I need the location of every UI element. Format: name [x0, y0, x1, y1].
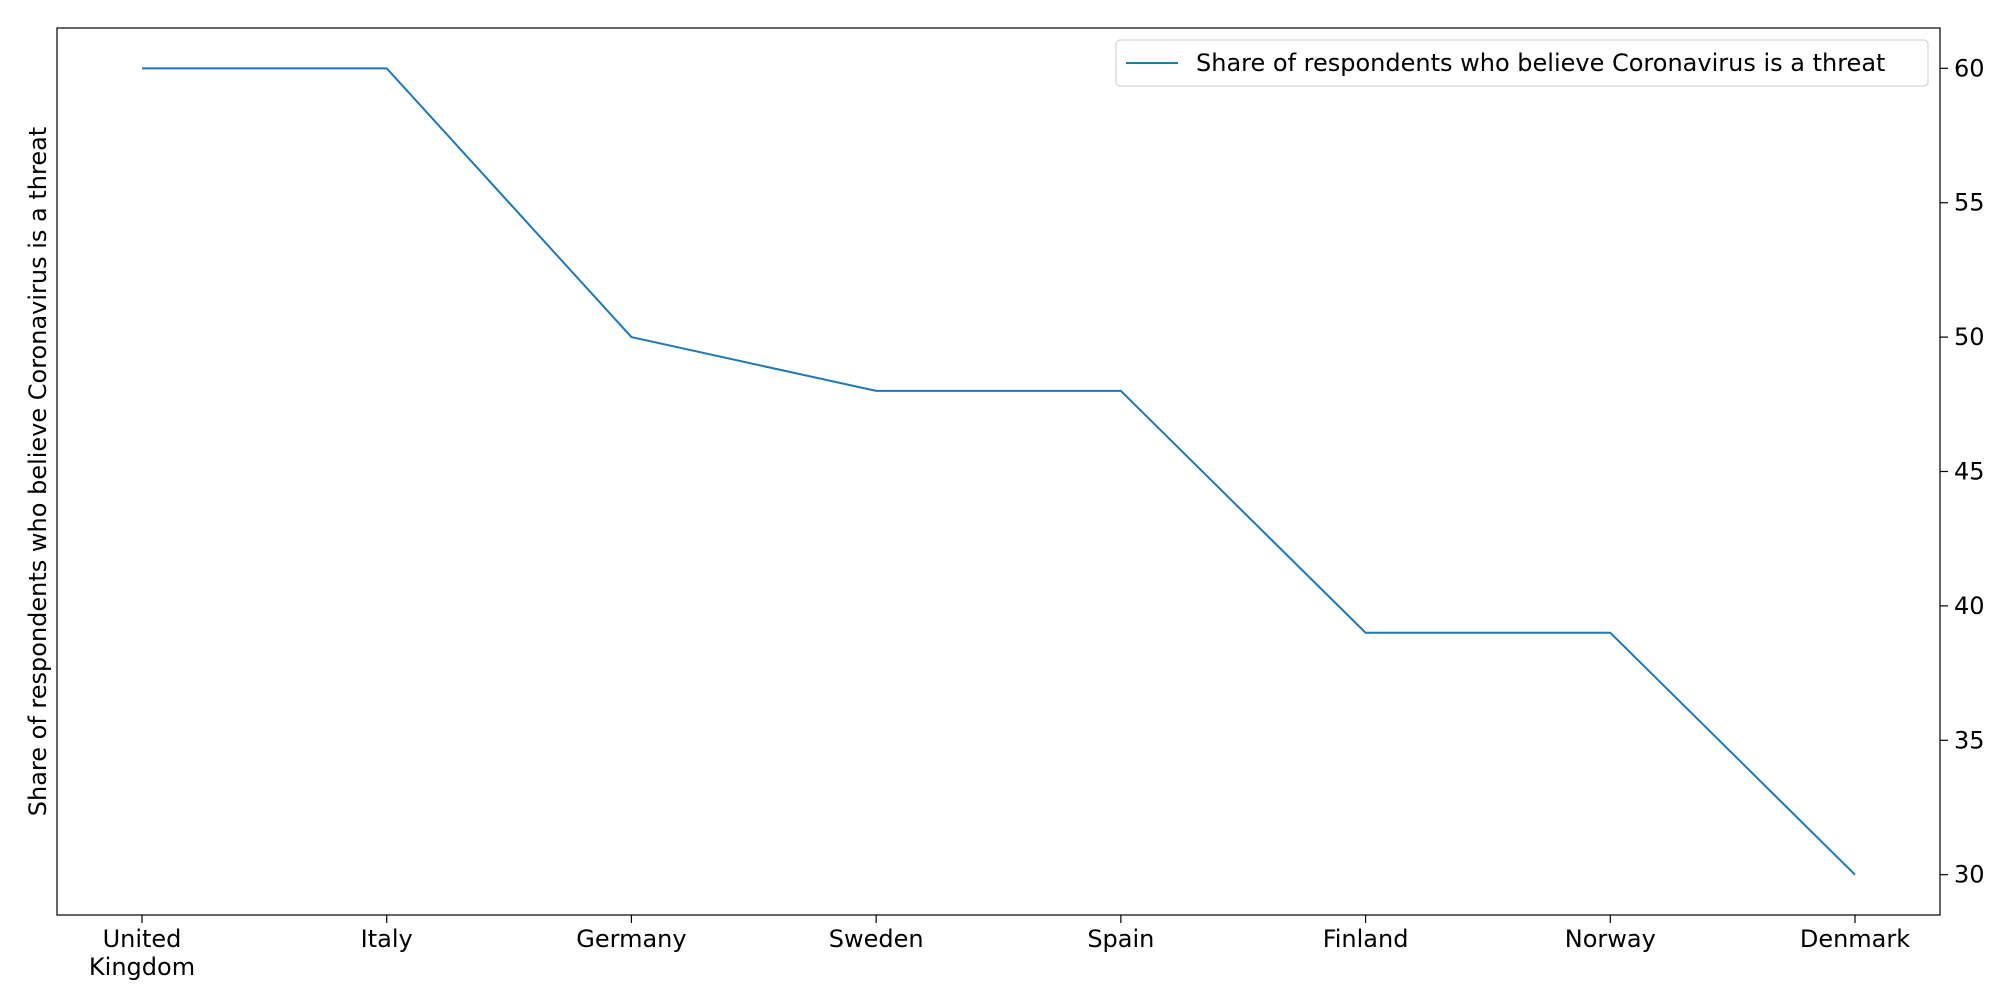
x-tick-label: Spain [1087, 925, 1154, 953]
x-tick-label: Denmark [1800, 925, 1910, 953]
y-tick-label: 45 [1954, 458, 1985, 486]
y-tick-label: 50 [1954, 323, 1985, 351]
x-tick-label: Sweden [829, 925, 924, 953]
x-tick-label: Norway [1565, 925, 1656, 953]
legend: Share of respondents who believe Coronav… [1115, 39, 1929, 87]
series-line [142, 67, 1856, 876]
y-tick-label: 55 [1954, 189, 1985, 217]
y-tick-label: 35 [1954, 726, 1985, 754]
legend-box [1115, 39, 1929, 87]
x-tick-label: Germany [576, 925, 686, 953]
x-tick-label: United Kingdom [89, 925, 195, 981]
y-tick-label: 30 [1954, 861, 1985, 889]
legend-label: Share of respondents who believe Coronav… [1196, 49, 1885, 77]
y-tick-label: 40 [1954, 592, 1985, 620]
y-tick-label: 60 [1954, 54, 1985, 82]
x-tick-label: Finland [1323, 925, 1409, 953]
x-tick-label: Italy [361, 925, 413, 953]
plot-frame [56, 27, 1941, 916]
y-axis-label: Share of respondents who believe Coronav… [24, 127, 52, 816]
